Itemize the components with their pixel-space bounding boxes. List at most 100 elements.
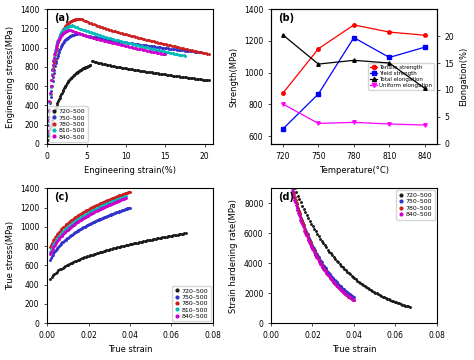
750–500: [344, 290, 350, 294]
840–500: [65, 228, 71, 232]
Line: 750–500: 750–500: [49, 206, 131, 261]
X-axis label: Temperature(°C): Temperature(°C): [319, 166, 389, 175]
720–500: [365, 286, 371, 290]
810–500: [65, 24, 71, 29]
Yield strength: [316, 92, 321, 96]
Total elongation: [280, 33, 286, 37]
840–500: [92, 209, 98, 213]
840–500: [94, 37, 100, 41]
Uniform elongation: [386, 122, 392, 126]
780–500: [127, 190, 133, 194]
840–500: [119, 197, 125, 202]
Yield strength: [386, 55, 392, 60]
750–500: [66, 235, 72, 239]
Y-axis label: True stress(MPa): True stress(MPa): [6, 221, 15, 291]
810–500: [182, 54, 188, 58]
720–500: [393, 300, 399, 305]
810–500: [109, 37, 115, 41]
720–500: [117, 244, 123, 249]
Total elongation: [351, 58, 357, 63]
Tensile strength: [351, 23, 357, 27]
780–500: [351, 298, 357, 303]
Tensile strength: [422, 33, 428, 37]
840–500: [327, 275, 332, 280]
Line: 720–500: 720–500: [49, 231, 187, 280]
750–500: [120, 208, 126, 212]
Uniform elongation: [422, 123, 428, 127]
720–500: [46, 134, 52, 139]
780–500: [64, 22, 70, 26]
840–500: [326, 274, 332, 279]
Legend: Tensile strength, Yield strength, Total elongation, Uniform elongation: Tensile strength, Yield strength, Total …: [368, 63, 434, 90]
780–500: [289, 183, 295, 188]
840–500: [289, 189, 295, 194]
780–500: [89, 206, 94, 210]
720–500: [73, 258, 79, 263]
720–500: [118, 65, 123, 69]
720–500: [79, 256, 84, 261]
810–500: [62, 228, 68, 232]
780–500: [206, 52, 211, 56]
810–500: [58, 31, 64, 35]
780–500: [193, 49, 199, 53]
780–500: [44, 142, 50, 146]
780–500: [82, 18, 88, 23]
Total elongation: [386, 61, 392, 65]
810–500: [86, 210, 92, 215]
780–500: [95, 202, 100, 207]
Line: 780–500: 780–500: [290, 184, 356, 302]
840–500: [317, 260, 322, 264]
810–500: [117, 196, 122, 201]
720–500: [370, 289, 375, 293]
780–500: [77, 17, 83, 21]
Line: Uniform elongation: Uniform elongation: [281, 102, 427, 127]
Total elongation: [422, 86, 428, 90]
750–500: [66, 35, 72, 39]
Text: (b): (b): [278, 13, 294, 23]
840–500: [64, 28, 70, 33]
Line: 750–500: 750–500: [46, 32, 202, 145]
Y-axis label: Strength(MPa): Strength(MPa): [229, 46, 238, 107]
840–500: [61, 30, 67, 35]
750–500: [329, 275, 335, 279]
840–500: [344, 293, 350, 297]
780–500: [66, 20, 72, 24]
Text: (d): (d): [278, 192, 294, 202]
780–500: [49, 77, 55, 82]
720–500: [206, 78, 211, 82]
Tensile strength: [386, 30, 392, 34]
Tensile strength: [280, 91, 286, 95]
Yield strength: [422, 45, 428, 49]
Text: (a): (a): [54, 13, 69, 23]
750–500: [76, 31, 82, 36]
780–500: [123, 191, 129, 195]
840–500: [86, 213, 92, 217]
840–500: [351, 298, 357, 302]
810–500: [123, 194, 128, 198]
750–500: [289, 186, 295, 190]
Uniform elongation: [280, 102, 286, 106]
780–500: [47, 245, 53, 249]
840–500: [117, 198, 122, 203]
750–500: [89, 221, 94, 225]
750–500: [157, 45, 163, 49]
780–500: [326, 274, 332, 278]
Line: 840–500: 840–500: [46, 28, 167, 145]
Uniform elongation: [351, 120, 357, 125]
720–500: [183, 231, 189, 235]
Line: 720–500: 720–500: [46, 59, 210, 145]
720–500: [44, 142, 50, 146]
Line: 840–500: 840–500: [290, 190, 356, 302]
720–500: [341, 266, 347, 271]
750–500: [123, 207, 129, 211]
Y-axis label: Strain hardening rate(MPa): Strain hardening rate(MPa): [229, 199, 238, 313]
810–500: [47, 249, 53, 254]
810–500: [92, 207, 98, 211]
750–500: [317, 256, 322, 261]
840–500: [329, 278, 335, 283]
Line: 840–500: 840–500: [49, 197, 128, 256]
Y-axis label: Engineering stress(MPa): Engineering stress(MPa): [6, 26, 15, 127]
750–500: [331, 278, 337, 282]
Total elongation: [316, 62, 321, 66]
720–500: [109, 63, 114, 68]
